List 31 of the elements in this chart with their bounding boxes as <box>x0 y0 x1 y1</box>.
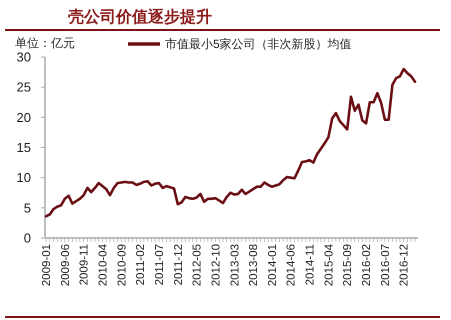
x-tick-label: 2012-05 <box>192 244 204 286</box>
y-tick-label: 30 <box>16 50 31 64</box>
y-tick-label: 0 <box>24 230 31 246</box>
legend-label: 市值最小5家公司（非次新股）均值 <box>165 37 352 51</box>
x-tick-label: 2015-09 <box>342 244 354 286</box>
x-tick-label: 2013-08 <box>248 244 260 286</box>
x-tick-label: 2010-09 <box>116 244 128 286</box>
y-tick-label: 25 <box>16 80 31 95</box>
y-tick-label: 15 <box>16 140 31 155</box>
x-tick-label: 2009-11 <box>78 244 91 286</box>
y-tick-label: 10 <box>16 170 31 186</box>
y-axis-title: 单位：亿元 <box>15 36 75 50</box>
x-tick-label: 2016-07 <box>380 244 392 286</box>
x-tick-label: 2010-04 <box>97 243 110 286</box>
x-tick-label: 2009-06 <box>60 244 72 286</box>
x-tick-label: 2011-07 <box>154 244 166 286</box>
chart-title: 壳公司价值逐步提升 <box>68 7 212 26</box>
x-tick-label: 2011-12 <box>172 244 185 286</box>
y-tick-label: 20 <box>16 110 31 125</box>
x-tick-label: 2016-02 <box>361 244 374 286</box>
x-tick-label: 2012-10 <box>210 244 222 286</box>
x-tick-label: 2014-01 <box>266 244 279 286</box>
x-tick-label: 2016-12 <box>398 244 411 286</box>
x-tick-label: 2009-01 <box>41 244 53 286</box>
line-series <box>44 68 416 218</box>
x-tick-label: 2014-06 <box>286 244 298 286</box>
x-tick-label: 2011-02 <box>135 244 148 286</box>
x-tick-label: 2014-11 <box>304 244 317 286</box>
x-tick-label: 2015-04 <box>323 243 336 286</box>
y-tick-label: 5 <box>24 200 31 216</box>
x-tick-label: 2013-03 <box>229 244 242 286</box>
